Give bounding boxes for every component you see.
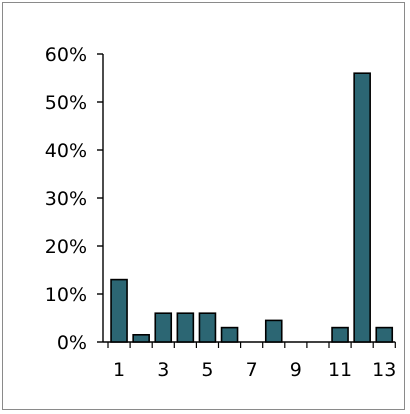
bar-8 (264, 319, 283, 343)
y-tick-label: 40% (45, 140, 87, 162)
y-tick-label: 30% (45, 188, 87, 210)
bar-3 (154, 312, 173, 343)
y-tick-label: 0% (57, 332, 87, 354)
y-tick-label: 60% (45, 44, 87, 66)
y-tick-label: 20% (45, 236, 87, 258)
bar-4 (176, 312, 195, 343)
x-axis: 1 3 5 7 9 11 13 (103, 341, 396, 381)
x-tick-label: 11 (328, 359, 352, 381)
y-tick-label: 50% (45, 92, 87, 114)
bar-5 (198, 312, 217, 343)
bar-2 (132, 333, 150, 343)
x-tick-label: 7 (246, 359, 258, 381)
y-tick-label: 10% (45, 284, 87, 306)
y-axis: 0% 10% 20% 30% 40% 50% 60% (45, 44, 104, 354)
x-tick-label: 3 (157, 359, 169, 381)
x-tick-label: 13 (372, 359, 396, 381)
bar-11 (331, 326, 349, 343)
x-tick-label: 5 (201, 359, 213, 381)
x-tick-label: 9 (290, 359, 302, 381)
bar-6 (220, 326, 239, 343)
bar-13 (375, 326, 394, 343)
bar-12 (353, 72, 371, 343)
x-tick-label: 1 (113, 359, 125, 381)
bar-1 (110, 278, 128, 343)
bars-group (110, 72, 394, 343)
